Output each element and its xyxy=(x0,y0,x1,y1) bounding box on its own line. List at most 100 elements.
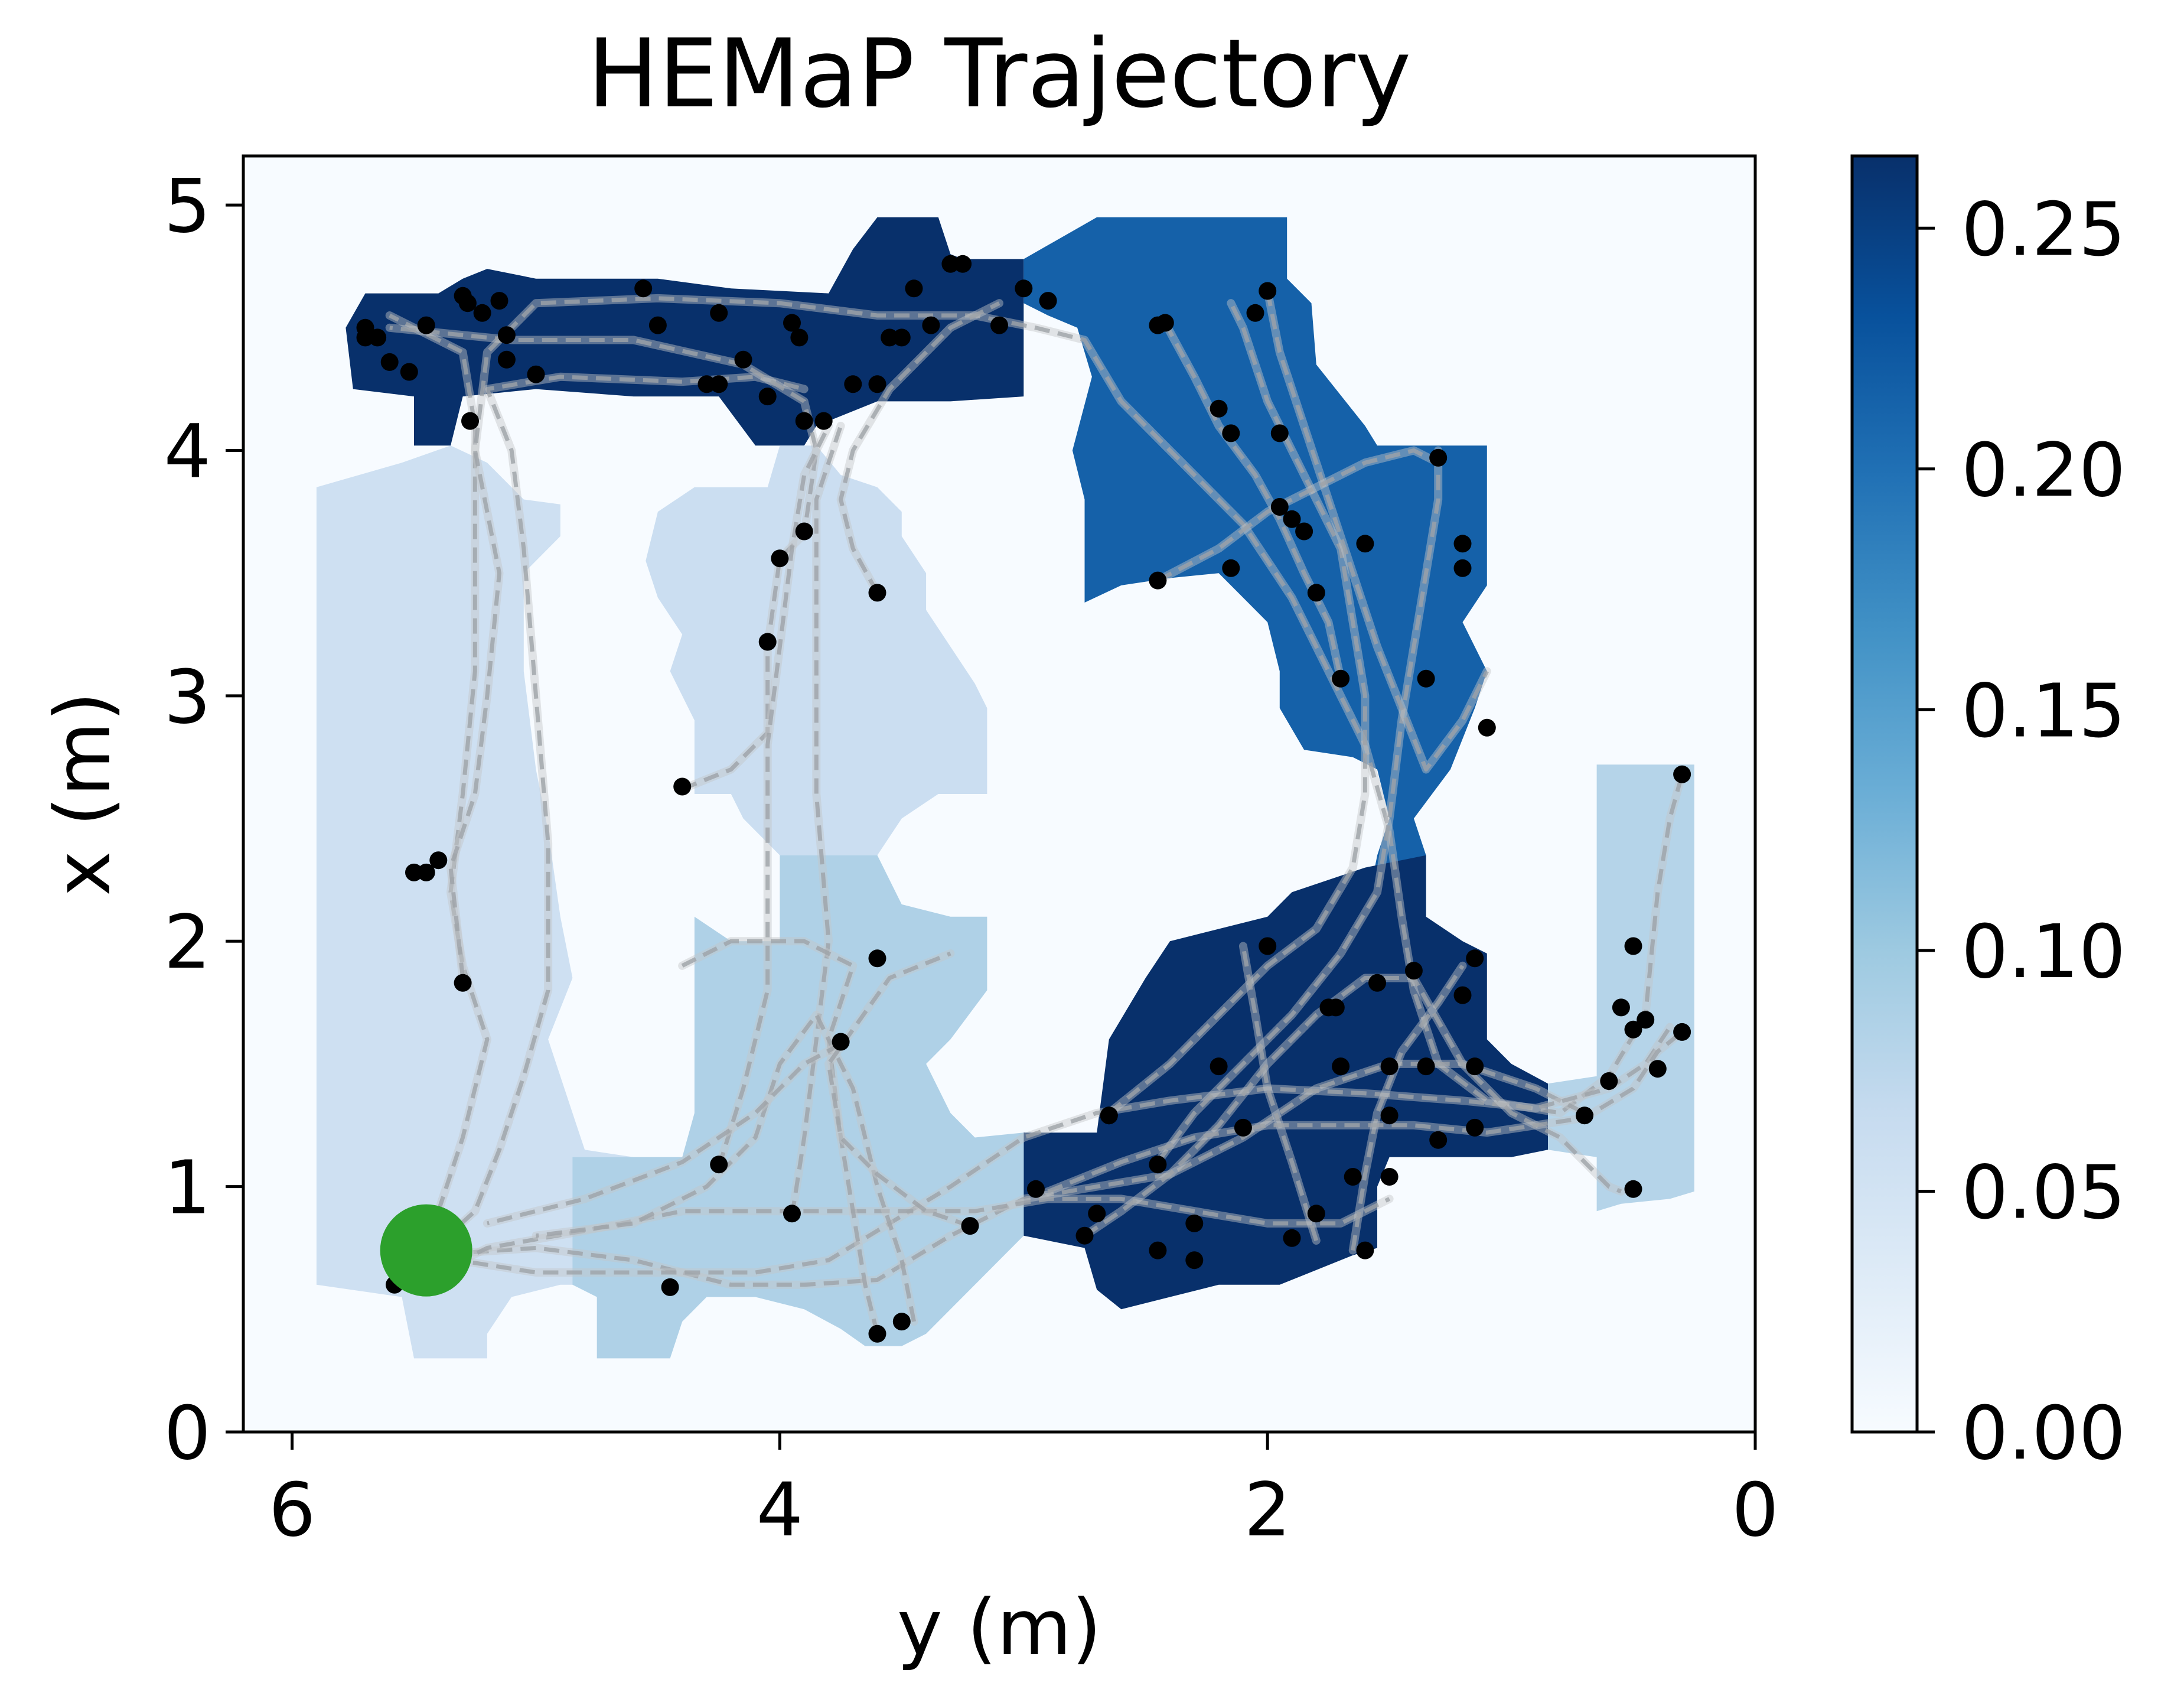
waypoint-44 xyxy=(1295,522,1313,541)
waypoint-53 xyxy=(1417,669,1435,688)
waypoint-111 xyxy=(1466,1118,1484,1137)
trajectory-line-15 xyxy=(1156,450,1440,1164)
waypoint-67 xyxy=(868,584,886,602)
waypoint-7 xyxy=(458,294,477,313)
plot-frame xyxy=(242,154,1757,1434)
waypoint-1 xyxy=(356,328,374,347)
waypoint-34 xyxy=(1015,279,1033,298)
trajectory-line-0 xyxy=(425,375,805,1257)
waypoint-58 xyxy=(1612,998,1630,1017)
waypoint-71 xyxy=(417,863,435,881)
trajectory-line-8 xyxy=(790,425,843,1217)
waypoint-52 xyxy=(1332,669,1350,688)
waypoint-5 xyxy=(417,316,435,334)
waypoint-81 xyxy=(832,1033,850,1051)
x-tick-label: 0 xyxy=(1732,1467,1779,1553)
trajectory-line-18 xyxy=(1156,448,1439,582)
waypoint-89 xyxy=(1185,1214,1204,1232)
trajectory-line-20 xyxy=(1351,964,1465,1251)
waypoint-100 xyxy=(1356,1241,1374,1259)
trajectory-line-10 xyxy=(536,1013,916,1322)
waypoint-9 xyxy=(490,292,508,310)
waypoint-57 xyxy=(1624,1020,1642,1039)
waypoint-72 xyxy=(405,863,423,881)
waypoint-95 xyxy=(1307,1205,1325,1223)
waypoint-82 xyxy=(868,949,886,968)
waypoint-108 xyxy=(1453,986,1472,1004)
waypoint-45 xyxy=(1307,584,1325,602)
waypoint-70 xyxy=(429,851,448,870)
waypoint-106 xyxy=(1417,1057,1435,1076)
waypoint-48 xyxy=(1453,535,1472,553)
waypoint-37 xyxy=(1210,399,1228,418)
y-tick-label: 0 xyxy=(164,1391,211,1476)
waypoint-84 xyxy=(1075,1226,1094,1245)
waypoint-20 xyxy=(758,388,777,406)
waypoint-76 xyxy=(868,1324,886,1343)
waypoint-26 xyxy=(868,375,886,393)
plot-area xyxy=(242,154,1757,1434)
waypoint-4 xyxy=(400,363,418,381)
waypoint-41 xyxy=(1246,304,1264,322)
waypoint-14 xyxy=(634,279,653,298)
x-tick-label: 6 xyxy=(269,1467,316,1553)
waypoint-15 xyxy=(648,316,667,334)
waypoint-73 xyxy=(454,974,472,992)
colorbar-tick-label: 0.20 xyxy=(1961,428,2126,513)
heatmap-region-6 xyxy=(1548,764,1694,1212)
waypoint-62 xyxy=(1600,1072,1618,1090)
waypoint-10 xyxy=(497,326,516,344)
colorbar-ticks: 0.00 0.05 0.10 0.15 0.20 0.25 xyxy=(1917,187,2126,1476)
colorbar: 0.00 0.05 0.10 0.15 0.20 0.25 xyxy=(1850,154,2126,1476)
waypoint-90 xyxy=(1185,1251,1204,1270)
start-marker-layer xyxy=(380,1204,472,1297)
colorbar-gradient xyxy=(1850,154,1919,1434)
waypoint-46 xyxy=(1356,535,1374,553)
waypoint-112 xyxy=(1149,316,1167,334)
waypoint-55 xyxy=(1673,765,1691,783)
waypoint-28 xyxy=(892,328,911,347)
waypoint-35 xyxy=(1039,292,1057,310)
waypoint-110 xyxy=(1466,1057,1484,1076)
colorbar-tick-label: 0.15 xyxy=(1961,668,2126,754)
colorbar-tick-label: 0.25 xyxy=(1961,187,2126,272)
waypoint-17 xyxy=(710,375,728,393)
waypoint-47 xyxy=(1429,448,1448,467)
waypoint-21 xyxy=(783,314,801,332)
waypoint-64 xyxy=(1624,1180,1642,1198)
waypoint-22 xyxy=(790,328,809,347)
waypoint-78 xyxy=(961,1217,979,1235)
heatmap-region-1 xyxy=(1023,217,1487,917)
waypoint-99 xyxy=(1344,1168,1362,1186)
waypoint-43 xyxy=(1283,510,1301,528)
waypoint-13 xyxy=(461,412,479,430)
waypoint-77 xyxy=(892,1313,911,1331)
waypoint-60 xyxy=(1648,1060,1667,1078)
trajectory-line-19 xyxy=(1241,945,1319,1242)
waypoint-75 xyxy=(661,1278,679,1296)
waypoint-59 xyxy=(1637,1011,1655,1029)
waypoint-66 xyxy=(771,549,789,568)
waypoint-29 xyxy=(905,279,923,298)
waypoint-101 xyxy=(1368,974,1386,992)
waypoint-12 xyxy=(527,365,545,383)
waypoint-92 xyxy=(1234,1118,1252,1137)
waypoint-56 xyxy=(1624,937,1642,955)
heatmap-regions xyxy=(316,217,1694,1359)
trajectory-line-11 xyxy=(487,1042,842,1226)
waypoint-93 xyxy=(1259,937,1277,955)
waypoint-69 xyxy=(673,777,692,796)
trajectory-line-17 xyxy=(1163,321,1343,679)
waypoint-50 xyxy=(1149,571,1167,590)
waypoint-27 xyxy=(881,328,899,347)
waypoint-79 xyxy=(783,1205,801,1223)
waypoint-18 xyxy=(710,304,728,322)
heatmap-region-3 xyxy=(316,445,731,1359)
waypoint-88 xyxy=(1149,1241,1167,1259)
waypoint-32 xyxy=(954,255,972,273)
y-tick-label: 3 xyxy=(164,655,211,740)
colorbar-tick-label: 0.10 xyxy=(1961,909,2126,995)
colorbar-tick-label: 0.05 xyxy=(1961,1150,2126,1235)
x-axis: 6 4 2 0 xyxy=(269,1432,1779,1553)
waypoint-40 xyxy=(1259,282,1277,300)
